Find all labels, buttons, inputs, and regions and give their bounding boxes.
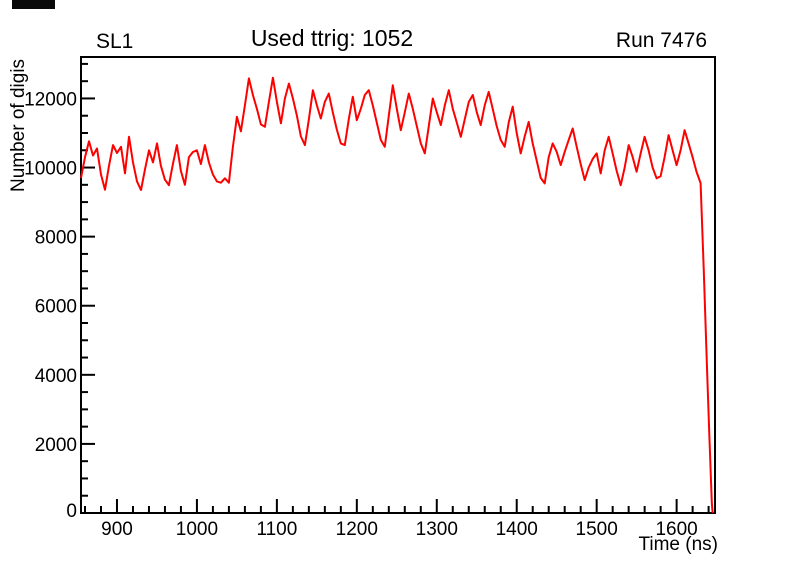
histogram-title: SL1 bbox=[96, 30, 134, 53]
y-tick-label: 4000 bbox=[35, 366, 77, 387]
x-tick-label: 900 bbox=[101, 519, 133, 540]
window-artifact-bar bbox=[12, 0, 55, 9]
x-axis-title: Time (ns) bbox=[638, 534, 718, 555]
y-tick-label: 2000 bbox=[35, 435, 77, 456]
x-tick-label: 1400 bbox=[496, 519, 538, 540]
y-tick-label: 6000 bbox=[35, 297, 77, 318]
y-tick-label: 0 bbox=[66, 501, 77, 522]
y-tick-label: 8000 bbox=[35, 228, 77, 249]
run-number-annotation: Run 7476 bbox=[615, 29, 707, 52]
x-tick-label: 1000 bbox=[176, 519, 218, 540]
x-tick-label: 1600 bbox=[655, 519, 697, 540]
x-tick-label: 1500 bbox=[576, 519, 618, 540]
y-tick-label: 10000 bbox=[24, 159, 77, 180]
plot-frame bbox=[80, 56, 716, 514]
ttrig-annotation: Used ttrig: 1052 bbox=[250, 25, 414, 51]
y-tick-label: 12000 bbox=[24, 89, 77, 110]
data-line bbox=[80, 76, 714, 514]
x-tick-label: 1300 bbox=[416, 519, 458, 540]
x-tick-label: 1200 bbox=[336, 519, 378, 540]
x-tick-label: 1100 bbox=[256, 519, 297, 540]
